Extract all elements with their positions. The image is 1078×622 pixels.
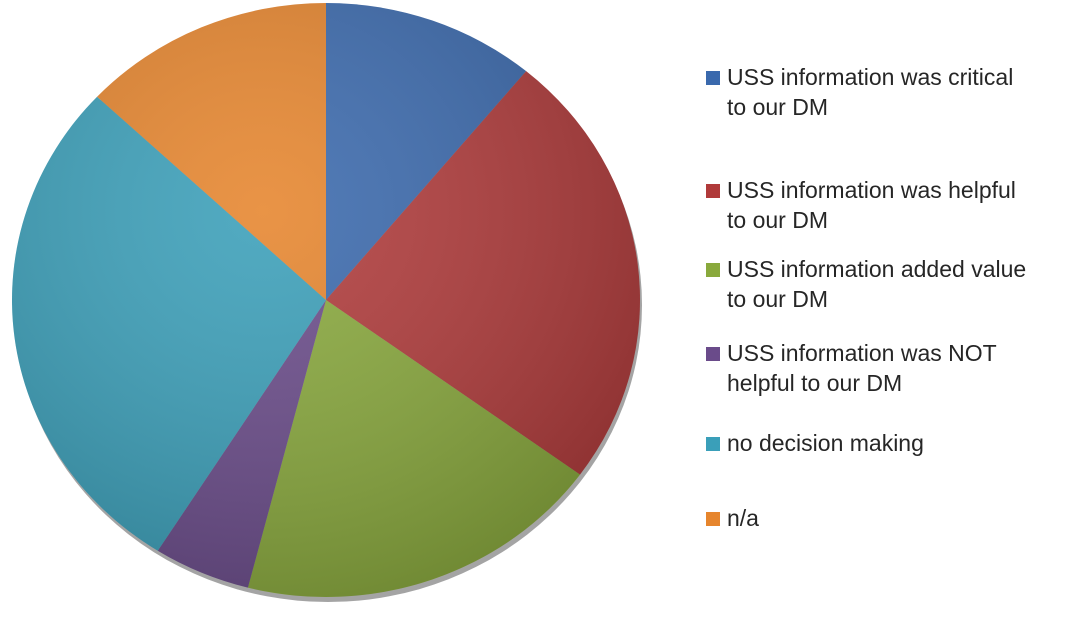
legend-swatch bbox=[706, 437, 720, 451]
legend-item: no decision making bbox=[706, 428, 1036, 458]
legend-label: USS information was helpful to our DM bbox=[727, 177, 1016, 233]
legend-label: USS information added value to our DM bbox=[727, 256, 1027, 312]
legend-item: USS information was NOT helpful to our D… bbox=[706, 338, 1036, 398]
legend-label: USS information was NOT helpful to our D… bbox=[727, 340, 997, 396]
legend-swatch bbox=[706, 263, 720, 277]
legend-item: USS information was critical to our DM bbox=[706, 62, 1036, 122]
legend-label: USS information was critical to our DM bbox=[727, 64, 1014, 120]
legend-item: USS information added value to our DM bbox=[706, 254, 1036, 314]
legend-swatch bbox=[706, 512, 720, 526]
legend-label: no decision making bbox=[727, 430, 924, 456]
pie bbox=[11, 3, 640, 597]
legend-swatch bbox=[706, 71, 720, 85]
legend-label: n/a bbox=[727, 505, 759, 531]
legend-item: n/a bbox=[706, 503, 1036, 533]
legend-swatch bbox=[706, 347, 720, 361]
legend-swatch bbox=[706, 184, 720, 198]
legend-item: USS information was helpful to our DM bbox=[706, 175, 1036, 235]
